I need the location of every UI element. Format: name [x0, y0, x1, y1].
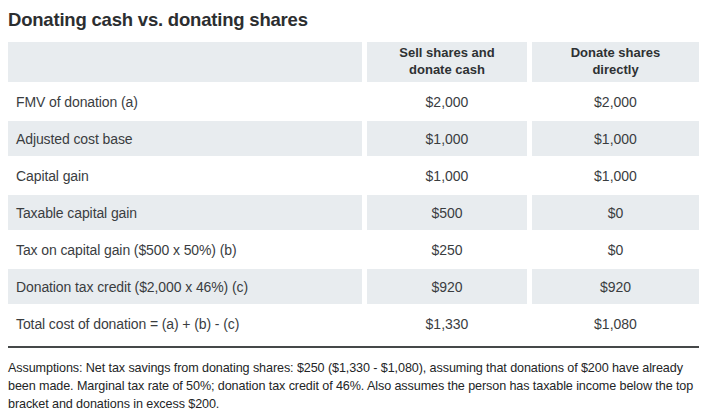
cell-value: $2,000	[527, 84, 699, 119]
cell-value: $1,080	[527, 306, 699, 341]
cell-value: $250	[362, 232, 527, 267]
column-header-sell-shares: Sell shares and donate cash	[362, 42, 527, 82]
table-row: Donation tax credit ($2,000 x 46%) (c) $…	[8, 269, 699, 304]
comparison-table: Sell shares and donate cash Donate share…	[8, 40, 699, 343]
cell-value: $1,000	[362, 158, 527, 193]
row-label: Adjusted cost base	[8, 121, 362, 156]
table-row: Tax on capital gain ($500 x 50%) (b) $25…	[8, 232, 699, 267]
column-header-blank	[8, 42, 362, 82]
table-row: FMV of donation (a) $2,000 $2,000	[8, 84, 699, 119]
table-row: Total cost of donation = (a) + (b) - (c)…	[8, 306, 699, 341]
page-title: Donating cash vs. donating shares	[8, 0, 699, 31]
figure-container: Donating cash vs. donating shares Sell s…	[0, 0, 707, 413]
cell-value: $0	[527, 232, 699, 267]
table-row: Capital gain $1,000 $1,000	[8, 158, 699, 193]
cell-value: $1,330	[362, 306, 527, 341]
row-label: Tax on capital gain ($500 x 50%) (b)	[8, 232, 362, 267]
cell-value: $1,000	[362, 121, 527, 156]
row-label: Donation tax credit ($2,000 x 46%) (c)	[8, 269, 362, 304]
cell-value: $500	[362, 195, 527, 230]
row-label: FMV of donation (a)	[8, 84, 362, 119]
cell-value: $920	[527, 269, 699, 304]
table-row: Adjusted cost base $1,000 $1,000	[8, 121, 699, 156]
cell-value: $1,000	[527, 158, 699, 193]
cell-value: $2,000	[362, 84, 527, 119]
column-header-donate-shares: Donate shares directly	[527, 42, 699, 82]
row-label: Taxable capital gain	[8, 195, 362, 230]
table-row: Taxable capital gain $500 $0	[8, 195, 699, 230]
footnote-text: Assumptions: Net tax savings from donati…	[8, 359, 707, 413]
divider-line	[8, 346, 699, 348]
cell-value: $920	[362, 269, 527, 304]
cell-value: $0	[527, 195, 699, 230]
row-label: Total cost of donation = (a) + (b) - (c)	[8, 306, 362, 341]
row-label: Capital gain	[8, 158, 362, 193]
cell-value: $1,000	[527, 121, 699, 156]
table-header-row: Sell shares and donate cash Donate share…	[8, 42, 699, 82]
